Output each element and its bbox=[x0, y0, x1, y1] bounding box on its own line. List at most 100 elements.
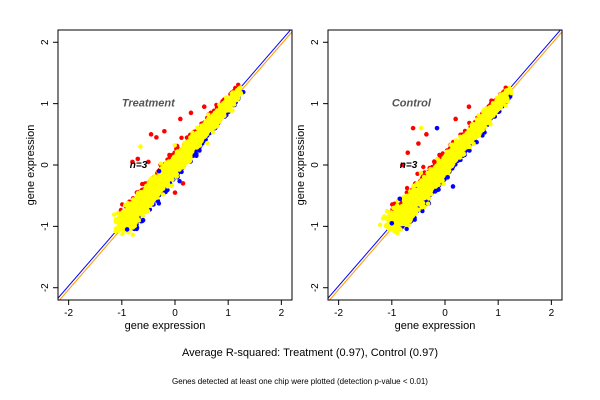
scatter-point-outlier bbox=[124, 227, 130, 232]
x-tick-label: -1 bbox=[117, 308, 126, 319]
scatter-point-outlier bbox=[148, 132, 154, 137]
scatter-point bbox=[192, 143, 198, 148]
scatter-point bbox=[153, 186, 158, 192]
scatter-point-outlier bbox=[201, 104, 207, 110]
scatter-point bbox=[213, 117, 219, 122]
scatter-point bbox=[177, 179, 182, 184]
scatter-point bbox=[130, 225, 136, 230]
y-tick-label: -1 bbox=[40, 221, 51, 230]
scatter-point bbox=[212, 122, 217, 128]
scatter-point bbox=[203, 128, 208, 133]
scatter-point bbox=[148, 177, 153, 182]
x-tick-label: -2 bbox=[64, 308, 73, 319]
scatter-point bbox=[187, 156, 192, 162]
scatter-point bbox=[171, 164, 177, 169]
scatter-point bbox=[433, 189, 438, 194]
scatter-point bbox=[123, 210, 128, 215]
scatter-point bbox=[206, 112, 211, 118]
scatter-point bbox=[172, 143, 177, 148]
scatter-point bbox=[158, 161, 163, 166]
y-tick-label: 2 bbox=[40, 39, 51, 45]
scatter-point bbox=[205, 140, 210, 146]
scatter-point bbox=[175, 149, 180, 154]
plot-area bbox=[328, 30, 562, 300]
scatter-point bbox=[130, 232, 135, 237]
scatter-point bbox=[195, 132, 200, 138]
scatter-point-outlier bbox=[130, 159, 135, 165]
scatter-point bbox=[163, 182, 169, 187]
scatter-point bbox=[223, 103, 229, 108]
scatter-point bbox=[182, 148, 188, 153]
x-tick-label: 2 bbox=[279, 308, 285, 319]
scatter-point bbox=[201, 124, 207, 129]
scatter-point bbox=[421, 164, 426, 170]
scatter-point bbox=[128, 215, 133, 220]
scatter-point bbox=[151, 197, 157, 203]
plot-area bbox=[58, 30, 292, 300]
scatter-point bbox=[227, 108, 233, 113]
y-tick-label: -2 bbox=[40, 283, 51, 292]
scatter-point bbox=[155, 198, 161, 204]
scatter-point bbox=[188, 140, 194, 145]
x-tick-label: 0 bbox=[172, 308, 178, 319]
scatter-point bbox=[113, 219, 119, 224]
scatter-point bbox=[199, 129, 204, 134]
scatter-point bbox=[179, 135, 184, 140]
scatter-point-outlier bbox=[167, 153, 172, 159]
scatter-point bbox=[195, 125, 200, 130]
scatter-point-outlier bbox=[178, 116, 183, 122]
scatter-point bbox=[157, 175, 163, 181]
scatter-point bbox=[404, 185, 410, 191]
scatter-point bbox=[147, 188, 153, 194]
scatter-point bbox=[183, 161, 188, 166]
scatter-point bbox=[156, 191, 161, 197]
scatter-point bbox=[143, 209, 149, 215]
scatter-point bbox=[160, 178, 165, 183]
scatter-point bbox=[133, 214, 138, 219]
scatter-point-outlier bbox=[180, 181, 186, 186]
point-cloud bbox=[377, 85, 514, 236]
scatter-point bbox=[139, 202, 144, 208]
scatter-point bbox=[179, 151, 185, 157]
scatter-point bbox=[149, 192, 154, 197]
scatter-point bbox=[209, 118, 214, 123]
scatter-point bbox=[211, 113, 216, 118]
scatter-point bbox=[124, 214, 129, 219]
scatter-point bbox=[125, 205, 130, 210]
scatter-point bbox=[152, 193, 157, 199]
scatter-point bbox=[146, 202, 151, 207]
scatter-point-outlier bbox=[156, 168, 162, 174]
scatter-point bbox=[404, 226, 409, 232]
scatter-point bbox=[467, 148, 472, 153]
n-label: n=3 bbox=[130, 160, 148, 171]
scatter-point bbox=[197, 137, 202, 142]
scatter-point bbox=[166, 168, 171, 173]
scatter-point bbox=[130, 211, 135, 216]
scatter-point bbox=[184, 152, 189, 158]
scatter-point bbox=[165, 179, 171, 184]
scatter-point bbox=[162, 174, 168, 180]
scatter-point-outlier bbox=[135, 156, 141, 162]
scatter-point bbox=[415, 171, 420, 176]
scatter-point bbox=[131, 204, 136, 209]
scatter-point bbox=[160, 192, 166, 197]
point-cloud bbox=[111, 82, 246, 237]
scatter-point bbox=[233, 91, 238, 97]
scatter-point bbox=[170, 159, 175, 165]
scatter-point bbox=[166, 164, 171, 169]
scatter-point bbox=[175, 156, 180, 161]
scatter-point-outlier bbox=[154, 135, 159, 140]
y-tick-label: 1 bbox=[40, 100, 51, 106]
scatter-point bbox=[169, 183, 174, 188]
scatter-point bbox=[202, 133, 207, 138]
scatter-point bbox=[115, 210, 120, 216]
scatter-point bbox=[117, 226, 123, 231]
scatter-point bbox=[217, 119, 222, 124]
scatter-point bbox=[181, 143, 187, 148]
scatter-point-outlier bbox=[188, 110, 194, 116]
scatter-point bbox=[157, 181, 162, 186]
scatter-point bbox=[145, 192, 150, 197]
